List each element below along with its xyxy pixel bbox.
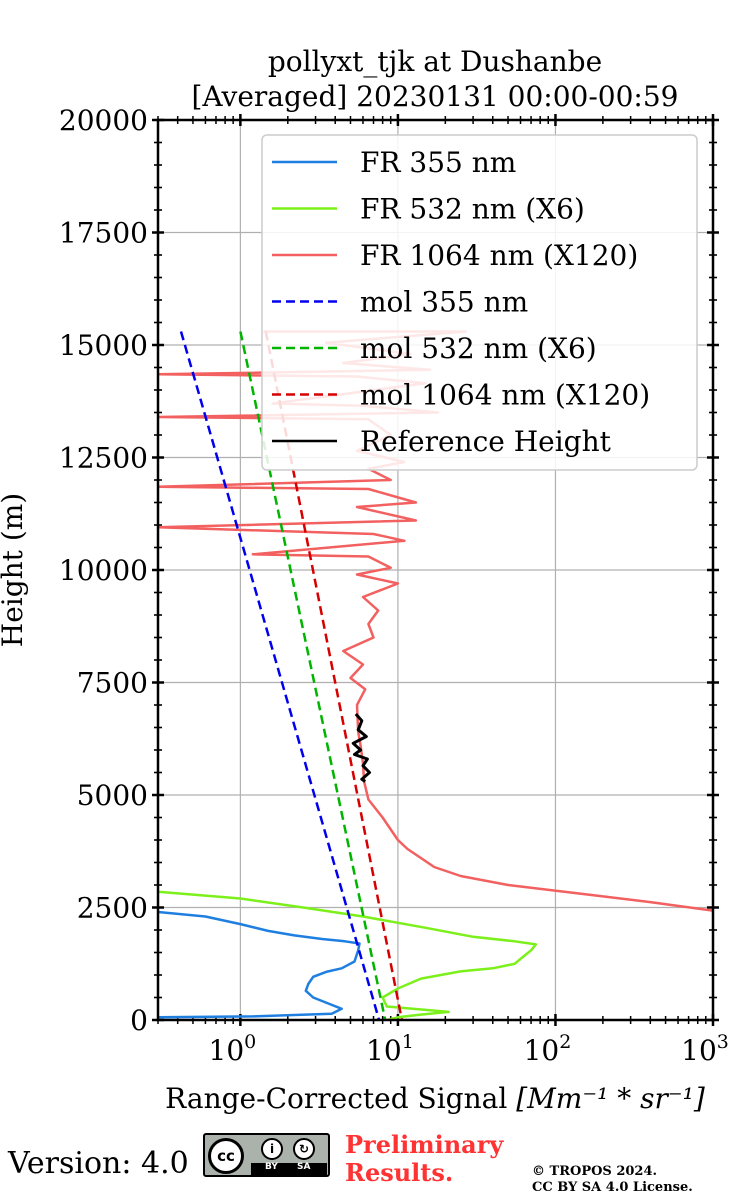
legend-box	[261, 134, 698, 471]
plot-frame	[156, 118, 715, 1022]
y-tick-label: 7500	[77, 667, 148, 700]
copyright-line2: CC BY SA 4.0 License.	[532, 1180, 693, 1195]
x-tick-label: 100	[209, 1031, 257, 1067]
y-tick-label: 20000	[59, 104, 148, 137]
lidar-profile-chart: pollyxt_tjk at Dushanbe [Averaged] 20230…	[0, 45, 729, 1115]
preliminary-line1: Preliminary	[345, 1130, 504, 1159]
y-axis-label: Height (m)	[0, 493, 29, 647]
license-by-text: BY	[265, 1162, 278, 1172]
x-tick-label: 102	[524, 1031, 572, 1067]
license-bar	[251, 1163, 327, 1175]
x-tick-labels: 100 101 102 103	[209, 1031, 729, 1067]
license-sa-text: SA	[297, 1162, 311, 1172]
legend-label: mol 355 nm	[360, 286, 528, 319]
x-tick-label: 103	[681, 1031, 729, 1067]
x-axis-label: Range-Corrected Signal [Mm⁻¹ * sr⁻¹]	[165, 1082, 705, 1115]
legend-label: FR 355 nm	[360, 146, 516, 179]
y-tick-label: 15000	[59, 329, 148, 362]
legend-label: Reference Height	[360, 425, 612, 458]
y-tick-label: 10000	[59, 554, 148, 587]
x-tick-label: 101	[366, 1031, 414, 1067]
legend: FR 355 nm FR 532 nm (X6) FR 1064 nm (X120)…	[261, 134, 698, 471]
series-fr-355-nm	[158, 910, 361, 1019]
y-tick-labels: 0 2500 5000 7500 10000 12500 15000 17500 20000	[59, 104, 148, 1037]
legend-label: mol 532 nm (X6)	[360, 332, 597, 365]
legend-label: FR 1064 nm (X120)	[360, 239, 638, 272]
copyright-note: © TROPOS 2024. CC BY SA 4.0 License.	[532, 1164, 693, 1196]
legend-label: FR 532 nm (X6)	[360, 193, 585, 226]
y-tick-label: 12500	[59, 442, 148, 475]
legend-label: mol 1064 nm (X120)	[360, 379, 650, 412]
series-reference-height	[351, 713, 371, 783]
by-person-icon: i	[261, 1138, 283, 1160]
x-axis-label-units: [Mm⁻¹ * sr⁻¹]	[516, 1082, 705, 1115]
cc-license-badge[interactable]: cc i ↻ BY SA	[203, 1133, 330, 1177]
y-tick-label: 0	[130, 1004, 148, 1037]
chart-title-line1: pollyxt_tjk at Dushanbe	[268, 45, 602, 78]
y-tick-label: 5000	[77, 779, 148, 812]
share-alike-icon: ↻	[293, 1138, 315, 1160]
y-tick-label: 17500	[59, 217, 148, 250]
version-label: Version: 4.0	[8, 1146, 189, 1181]
y-tick-label: 2500	[77, 892, 148, 925]
preliminary-results-note: Preliminary Results.	[345, 1131, 503, 1187]
cc-icon: cc	[208, 1138, 244, 1174]
series-fr-532-nm-x6	[158, 890, 538, 1020]
chart-title-line2: [Averaged] 20230131 00:00-00:59	[192, 80, 679, 113]
series-mol-355-nm	[179, 331, 381, 1020]
x-axis-label-text: Range-Corrected Signal	[165, 1082, 507, 1115]
copyright-line1: © TROPOS 2024.	[532, 1164, 658, 1179]
preliminary-line2: Results.	[345, 1158, 454, 1187]
